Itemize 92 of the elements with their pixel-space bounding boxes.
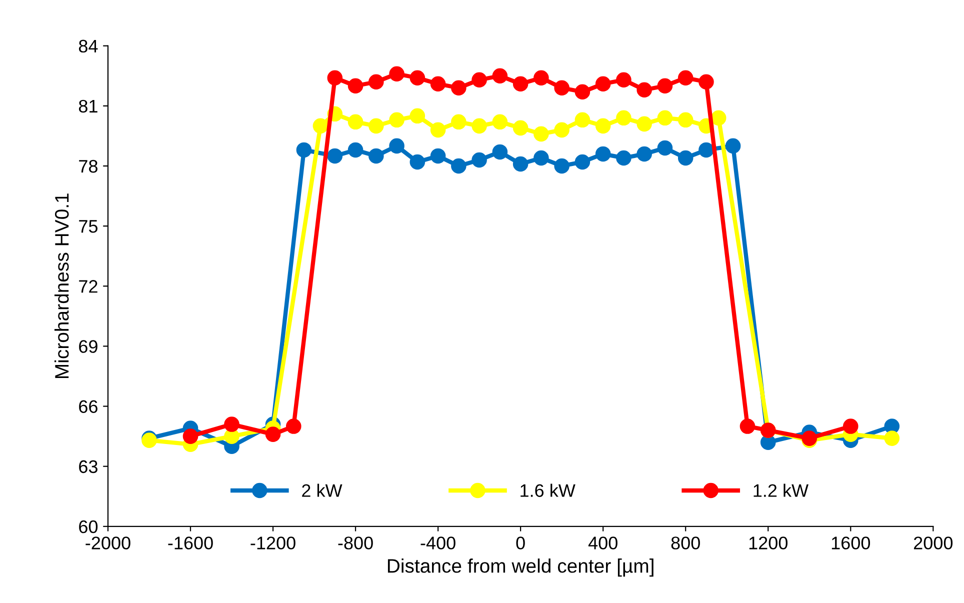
y-tick-label: 66	[79, 400, 98, 413]
y-tick-label: 78	[79, 160, 98, 173]
point	[312, 118, 328, 134]
y-tick-label: 81	[78, 100, 98, 113]
x-tick-label: -1600	[168, 536, 213, 550]
point	[348, 142, 364, 158]
point	[740, 418, 756, 434]
x-axis-title: Distance from weld center [µm]	[388, 558, 654, 577]
point	[368, 148, 384, 164]
y-tick-label: 75	[79, 220, 98, 233]
point	[451, 80, 466, 96]
point	[574, 84, 590, 100]
point	[636, 82, 652, 98]
y-tick-label: 63	[79, 460, 98, 474]
point	[492, 68, 508, 84]
point	[472, 118, 487, 134]
point	[554, 158, 570, 174]
point	[512, 76, 528, 92]
point	[678, 150, 694, 166]
point	[224, 428, 240, 444]
point	[657, 140, 673, 156]
point	[451, 158, 466, 174]
legend-label: 1.6 kW	[520, 484, 576, 497]
x-tick-label: 1200	[749, 536, 788, 550]
point	[492, 144, 508, 160]
point	[348, 78, 364, 94]
point	[472, 152, 487, 168]
point	[534, 126, 549, 142]
point	[368, 118, 384, 134]
point	[492, 114, 508, 130]
point	[286, 418, 302, 434]
point	[636, 116, 652, 132]
point	[657, 78, 673, 94]
point	[725, 138, 741, 154]
point	[616, 110, 632, 126]
point	[430, 148, 446, 164]
y-tick-label: 69	[79, 340, 98, 353]
point	[698, 74, 714, 90]
point	[574, 112, 590, 128]
point	[554, 80, 570, 96]
point	[327, 70, 343, 86]
point	[182, 428, 198, 444]
point	[451, 114, 466, 130]
point	[595, 76, 611, 92]
x-tick-label: -2000	[86, 536, 130, 550]
x-tick-label: -1200	[250, 536, 296, 550]
point	[224, 416, 240, 432]
point	[595, 146, 611, 162]
point	[595, 118, 611, 134]
point	[678, 112, 694, 128]
point	[616, 72, 632, 88]
point	[410, 108, 426, 124]
point	[389, 138, 404, 154]
point	[389, 66, 404, 82]
point	[710, 110, 726, 126]
point	[534, 150, 549, 166]
legend-label: 2 kW	[302, 484, 342, 497]
point	[430, 122, 446, 138]
point	[368, 74, 384, 90]
x-tick-label: -800	[338, 536, 373, 550]
point	[636, 146, 652, 162]
point	[534, 70, 549, 86]
point	[296, 142, 312, 158]
y-axis-title: Microhardness HV0.1	[54, 194, 69, 378]
point	[410, 154, 426, 170]
point	[698, 142, 714, 158]
point	[842, 418, 858, 434]
x-tick-label: 1600	[832, 536, 870, 550]
point	[678, 70, 694, 86]
point	[657, 110, 673, 126]
point	[348, 114, 364, 130]
point	[327, 148, 343, 164]
x-tick-label: 0	[516, 536, 525, 550]
point	[616, 150, 632, 166]
legend-label: 1.2 kW	[754, 484, 808, 497]
x-tick-label: -400	[420, 536, 456, 550]
y-tick-label: 60	[79, 520, 98, 534]
point	[410, 70, 426, 86]
point	[884, 430, 900, 446]
point	[574, 154, 590, 170]
point	[472, 72, 487, 88]
x-tick-label: 2000	[914, 536, 953, 550]
point	[554, 122, 570, 138]
y-tick-label: 84	[78, 40, 98, 53]
point	[389, 112, 404, 128]
point	[430, 76, 446, 92]
point	[512, 120, 528, 136]
y-tick-label: 72	[79, 280, 98, 293]
point	[265, 426, 281, 442]
x-tick-label: 800	[671, 536, 700, 550]
point	[512, 156, 528, 172]
x-tick-label: 400	[588, 536, 618, 550]
